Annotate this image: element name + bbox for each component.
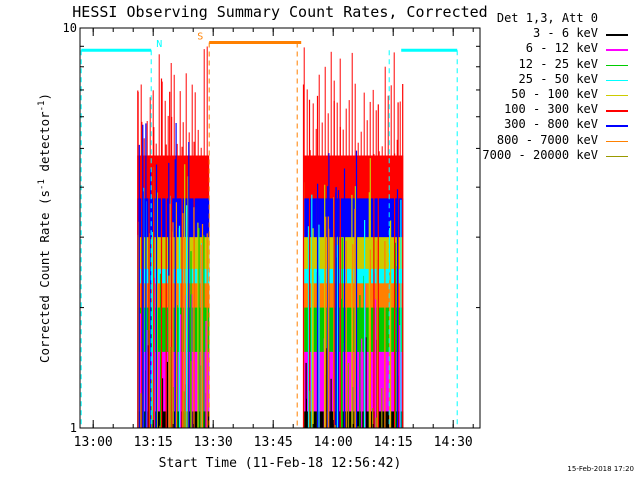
legend-swatch [606, 155, 628, 158]
x-tick-label: 13:15 [134, 435, 173, 450]
y-tick-label: 10 [63, 21, 77, 35]
legend-entry: 100 - 300 keV [460, 102, 630, 117]
legend-label: 25 - 50 keV [518, 71, 598, 86]
x-tick-label: 14:00 [314, 435, 353, 450]
legend-swatch [606, 34, 628, 36]
legend-entry: 7000 - 20000 keV [460, 148, 630, 163]
legend-label: 300 - 800 keV [504, 117, 598, 132]
annotation-label-n: N [156, 39, 162, 50]
legend-entries: 3 - 6 keV 6 - 12 keV 12 - 25 keV 25 - 50 ke… [460, 26, 630, 163]
x-tick-label: 13:00 [74, 435, 113, 450]
x-axis-label: Start Time (11-Feb-18 12:56:42) [159, 456, 402, 471]
plot-frame [79, 27, 481, 429]
legend-label: 3 - 6 keV [532, 26, 598, 41]
legend-swatch [606, 64, 628, 66]
legend-label: 100 - 300 keV [504, 102, 598, 117]
legend-swatch [606, 110, 628, 112]
legend-label: 800 - 7000 keV [496, 132, 598, 147]
y-label-exp-2: -1 [37, 101, 47, 112]
legend-label: 50 - 100 keV [511, 86, 598, 101]
count-rate-bands [137, 46, 404, 428]
annotation-layer: NS [80, 31, 458, 428]
y-label-part-2: detector [37, 111, 52, 179]
x-tick-label: 13:30 [194, 435, 233, 450]
legend-title: Det 1,3, Att 0 [496, 11, 598, 25]
legend-entry: 50 - 100 keV [460, 87, 630, 102]
legend-entry: 12 - 25 keV [460, 57, 630, 72]
chart-title: HESSI Observing Summary Count Rates, Cor… [72, 3, 487, 21]
legend-entry: 6 - 12 keV [460, 41, 630, 56]
legend-entry: 25 - 50 keV [460, 72, 630, 87]
legend-swatch [606, 79, 628, 82]
legend-swatch [606, 94, 628, 97]
timestamp: 15-Feb-2018 17:20 [567, 465, 634, 473]
legend-label: 7000 - 20000 keV [482, 147, 598, 162]
legend: Det 1,3, Att 0 3 - 6 keV 6 - 12 keV 12 - 2… [460, 11, 630, 163]
x-tick-label: 14:15 [374, 435, 413, 450]
y-label-part-3: ) [37, 93, 52, 101]
x-axis-ticks: 13:00 13:15 13:30 13:45 14:00 14:15 14:30 [74, 28, 474, 450]
legend-label: 6 - 12 keV [525, 41, 598, 56]
annotation-label-s: S [197, 31, 203, 42]
y-tick-label: 1 [70, 421, 77, 435]
legend-swatch [606, 49, 628, 51]
x-tick-label: 14:30 [434, 435, 473, 450]
legend-swatch [606, 125, 628, 127]
legend-label: 12 - 25 keV [518, 56, 598, 71]
legend-entry: 3 - 6 keV [460, 26, 630, 41]
legend-entry: 800 - 7000 keV [460, 133, 630, 148]
y-label-part-1: Corrected Count Rate (s [37, 190, 52, 363]
y-axis-ticks: 1 10 [63, 21, 480, 435]
legend-entry: 300 - 800 keV [460, 117, 630, 132]
legend-swatch [606, 140, 628, 142]
y-label-exp-1: -1 [37, 179, 47, 190]
y-axis-label: Corrected Count Rate (s-1 detector-1) [37, 93, 52, 363]
x-tick-label: 13:45 [254, 435, 293, 450]
